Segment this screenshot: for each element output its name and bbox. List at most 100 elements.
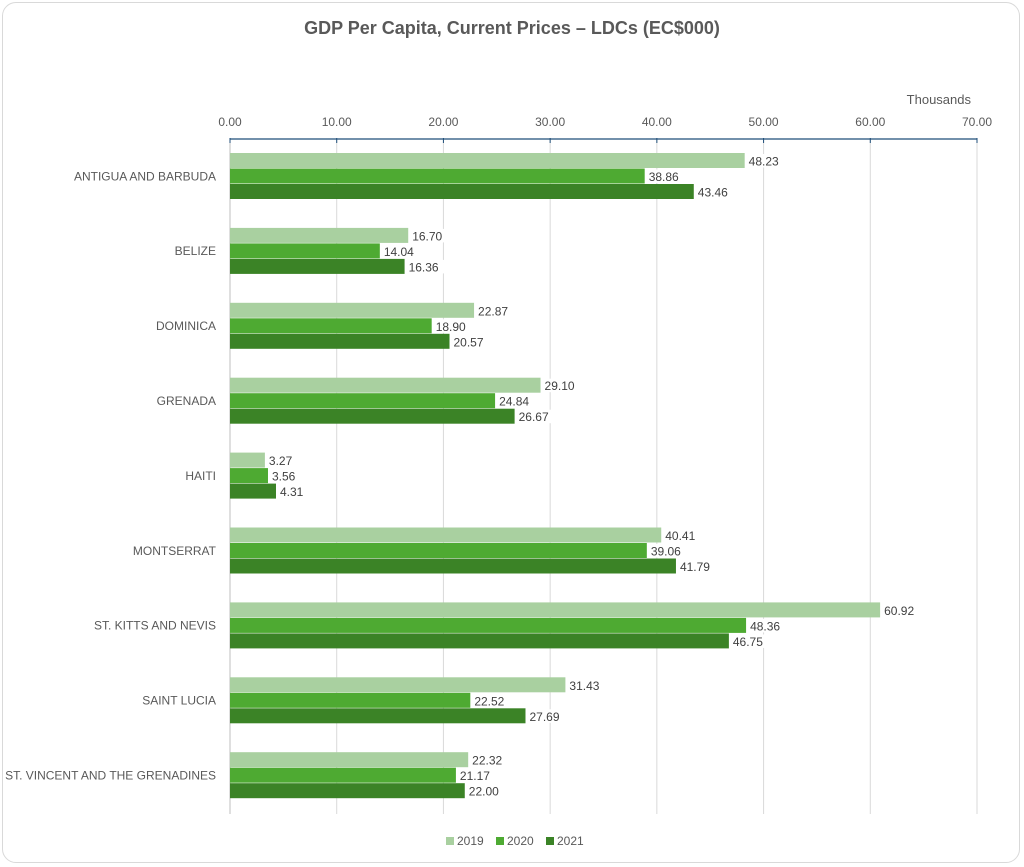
data-label: 43.46 xyxy=(698,186,728,200)
x-tick-label: 70.00 xyxy=(962,115,992,129)
data-label-bg xyxy=(497,394,536,408)
data-label: 29.10 xyxy=(545,379,575,393)
data-label-bg xyxy=(472,693,511,708)
data-label-bg xyxy=(470,753,509,767)
bar xyxy=(230,617,747,633)
bars xyxy=(230,153,881,799)
data-label-bg xyxy=(410,228,449,243)
bar xyxy=(230,752,469,768)
data-label: 27.69 xyxy=(529,710,559,724)
bar xyxy=(230,258,405,274)
data-label-bg xyxy=(677,559,716,573)
bar xyxy=(230,602,881,618)
data-label-bg xyxy=(542,378,581,393)
data-label: 22.00 xyxy=(469,785,499,799)
data-label: 22.52 xyxy=(474,694,504,708)
bar xyxy=(230,692,471,708)
bar xyxy=(230,408,515,424)
data-label: 16.36 xyxy=(409,260,439,274)
category-label: ST. VINCENT AND THE GRENADINES xyxy=(5,768,216,782)
category-labels: ANTIGUA AND BARBUDA BELIZE DOMINICA GRENADA… xyxy=(5,169,217,782)
category-label: ANTIGUA AND BARBUDA xyxy=(74,169,216,183)
axis-units-label: Thousands xyxy=(907,92,972,107)
legend-swatch xyxy=(496,837,504,845)
bar xyxy=(230,558,676,574)
data-label-bg xyxy=(527,709,566,723)
bar xyxy=(230,333,450,349)
data-label: 38.86 xyxy=(649,170,679,184)
category-label: GRENADA xyxy=(157,394,216,408)
category-label: BELIZE xyxy=(175,244,216,258)
bar xyxy=(230,483,276,499)
data-label: 20.57 xyxy=(454,335,484,349)
data-label-bg xyxy=(648,544,687,558)
data-label: 31.43 xyxy=(569,679,599,693)
bar xyxy=(230,527,662,543)
bar xyxy=(230,184,694,199)
bar xyxy=(230,168,645,184)
chart-title: GDP Per Capita, Current Prices – LDCs (E… xyxy=(304,18,720,38)
data-label: 60.92 xyxy=(884,604,914,618)
bar xyxy=(230,393,496,409)
data-label: 4.31 xyxy=(280,485,304,499)
data-label: 18.90 xyxy=(436,320,466,334)
data-label-bg xyxy=(457,768,496,783)
bar xyxy=(230,677,566,693)
data-label-bg xyxy=(882,603,921,617)
legend-entry: 2019 xyxy=(457,834,484,848)
bar xyxy=(230,543,647,558)
data-label: 26.67 xyxy=(519,410,549,424)
bar xyxy=(230,708,526,724)
category-label: ST. KITTS AND NEVIS xyxy=(94,619,216,633)
data-label: 39.06 xyxy=(651,545,681,559)
bar xyxy=(230,302,475,318)
data-label-bg xyxy=(451,334,490,349)
data-label-bg xyxy=(266,453,305,468)
data-label: 14.04 xyxy=(384,245,414,259)
x-tick-label: 10.00 xyxy=(322,115,352,129)
category-label: HAITI xyxy=(185,469,216,483)
category-label: MONTSERRAT xyxy=(133,544,217,558)
data-label-bg xyxy=(406,259,445,274)
data-label-bg xyxy=(567,678,606,692)
data-label-bg xyxy=(748,618,787,633)
data-label: 40.41 xyxy=(665,529,695,543)
legend: 2019 2020 2021 xyxy=(446,834,584,848)
data-label-bg xyxy=(269,469,308,483)
x-tick-label: 20.00 xyxy=(428,115,458,129)
x-axis-ticks: 0.00 10.00 20.00 30.00 40.00 50.00 60.00 70.00 xyxy=(218,115,992,143)
bar xyxy=(230,468,268,484)
bar xyxy=(230,633,729,649)
data-label-bg xyxy=(646,169,685,183)
legend-entry: 2021 xyxy=(557,834,584,848)
data-label: 22.32 xyxy=(472,754,502,768)
x-tick-label: 50.00 xyxy=(749,115,779,129)
data-label-bg xyxy=(277,484,316,499)
bar xyxy=(230,153,745,168)
bar xyxy=(230,318,432,334)
x-tick-label: 0.00 xyxy=(218,115,242,129)
bar xyxy=(230,767,456,783)
category-label: SAINT LUCIA xyxy=(142,694,216,708)
bar xyxy=(230,452,265,468)
data-label-bg xyxy=(516,409,555,424)
data-label-bg xyxy=(730,634,769,648)
data-label: 21.17 xyxy=(460,769,490,783)
category-label: DOMINICA xyxy=(156,319,216,333)
data-label: 16.70 xyxy=(412,229,442,243)
x-tick-label: 30.00 xyxy=(535,115,565,129)
data-label-bg xyxy=(476,303,515,318)
data-label-bg xyxy=(663,528,702,542)
data-label-bg xyxy=(746,154,785,168)
data-label: 3.27 xyxy=(269,454,293,468)
data-label: 22.87 xyxy=(478,304,508,318)
bar xyxy=(230,243,380,259)
data-label: 48.23 xyxy=(749,155,779,169)
legend-swatch xyxy=(546,837,554,845)
x-tick-label: 60.00 xyxy=(855,115,885,129)
data-label: 48.36 xyxy=(750,619,780,633)
x-tick-label: 40.00 xyxy=(642,115,672,129)
data-label: 24.84 xyxy=(499,395,529,409)
